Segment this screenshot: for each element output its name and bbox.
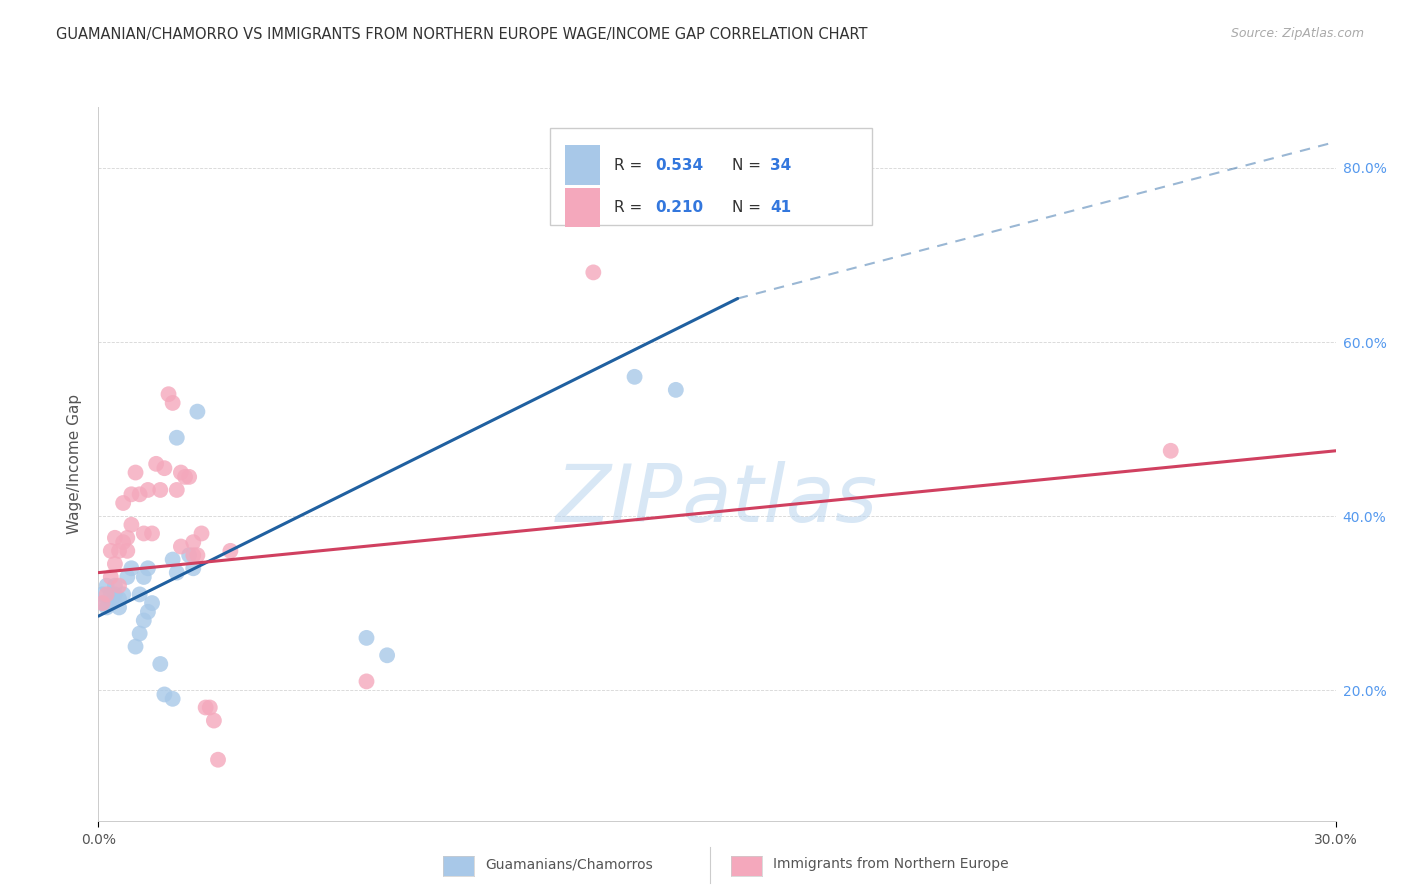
Point (136, 561, 159, 575)
Y-axis label: Wage/Income Gap: Wage/Income Gap (67, 393, 83, 534)
Point (108, 600, 131, 615)
Point (120, 487, 142, 501)
Point (100, 544, 122, 558)
Point (179, 470, 201, 484)
Point (149, 657, 172, 671)
Point (120, 517, 142, 532)
FancyBboxPatch shape (565, 145, 599, 185)
Point (623, 369, 645, 384)
Point (157, 387, 180, 401)
FancyBboxPatch shape (550, 128, 872, 225)
Point (91, 596, 114, 610)
Point (162, 691, 184, 706)
Text: 41: 41 (770, 200, 792, 215)
Text: Source: ZipAtlas.com: Source: ZipAtlas.com (1230, 27, 1364, 40)
Text: Immigrants from Northern Europe: Immigrants from Northern Europe (773, 857, 1010, 871)
Point (186, 548, 208, 562)
Point (132, 570, 155, 584)
Point (149, 483, 172, 497)
Point (112, 535, 135, 549)
FancyBboxPatch shape (565, 188, 599, 227)
Point (665, 383, 688, 397)
Point (153, 461, 176, 475)
Text: ZIPatlas: ZIPatlas (555, 460, 879, 539)
Point (174, 470, 197, 484)
Text: N =: N = (733, 200, 766, 215)
Point (104, 531, 127, 545)
Point (219, 544, 242, 558)
Point (207, 753, 229, 767)
Point (356, 674, 378, 689)
Point (141, 526, 163, 541)
Point (108, 544, 131, 558)
Point (582, 265, 605, 279)
Text: R =: R = (614, 158, 648, 172)
Point (124, 640, 146, 654)
Point (190, 526, 212, 541)
Point (100, 587, 122, 601)
Point (198, 700, 221, 714)
Text: R =: R = (614, 200, 648, 215)
Point (153, 688, 176, 702)
Point (170, 466, 193, 480)
Point (117, 531, 139, 545)
Point (96, 579, 118, 593)
Point (136, 605, 159, 619)
Point (112, 587, 135, 601)
Text: N =: N = (733, 158, 766, 172)
Point (166, 566, 188, 580)
Point (186, 404, 208, 418)
Text: 0.534: 0.534 (655, 158, 703, 172)
Point (132, 614, 155, 628)
Text: GUAMANIAN/CHAMORRO VS IMMIGRANTS FROM NORTHERN EUROPE WAGE/INCOME GAP CORRELATIO: GUAMANIAN/CHAMORRO VS IMMIGRANTS FROM NO… (56, 27, 868, 42)
Point (166, 483, 188, 497)
Point (128, 587, 150, 601)
Point (141, 596, 163, 610)
Point (100, 596, 122, 610)
Point (108, 591, 131, 606)
Text: 34: 34 (770, 158, 792, 172)
Point (96, 600, 118, 615)
Point (181, 535, 204, 549)
Point (375, 648, 398, 663)
Point (91, 596, 114, 610)
Point (91, 587, 114, 601)
Point (356, 631, 378, 645)
Text: Guamanians/Chamorros: Guamanians/Chamorros (485, 857, 652, 871)
Point (166, 431, 188, 445)
Point (124, 466, 146, 480)
Point (104, 579, 127, 593)
Point (181, 561, 204, 575)
Point (104, 587, 127, 601)
Point (117, 544, 139, 558)
Point (108, 579, 131, 593)
Point (202, 714, 225, 728)
Text: 0.210: 0.210 (655, 200, 703, 215)
Point (104, 557, 127, 571)
Point (96, 587, 118, 601)
Point (128, 487, 150, 501)
Point (132, 526, 155, 541)
Point (170, 540, 193, 554)
Point (145, 457, 167, 471)
Point (100, 570, 122, 584)
Point (194, 700, 217, 714)
Point (162, 552, 184, 566)
Point (179, 548, 201, 562)
Point (136, 483, 159, 497)
Point (181, 548, 204, 562)
Point (112, 496, 135, 510)
Point (120, 561, 142, 575)
Point (1160, 443, 1182, 458)
Point (162, 396, 184, 410)
Point (128, 626, 150, 640)
Point (117, 570, 139, 584)
